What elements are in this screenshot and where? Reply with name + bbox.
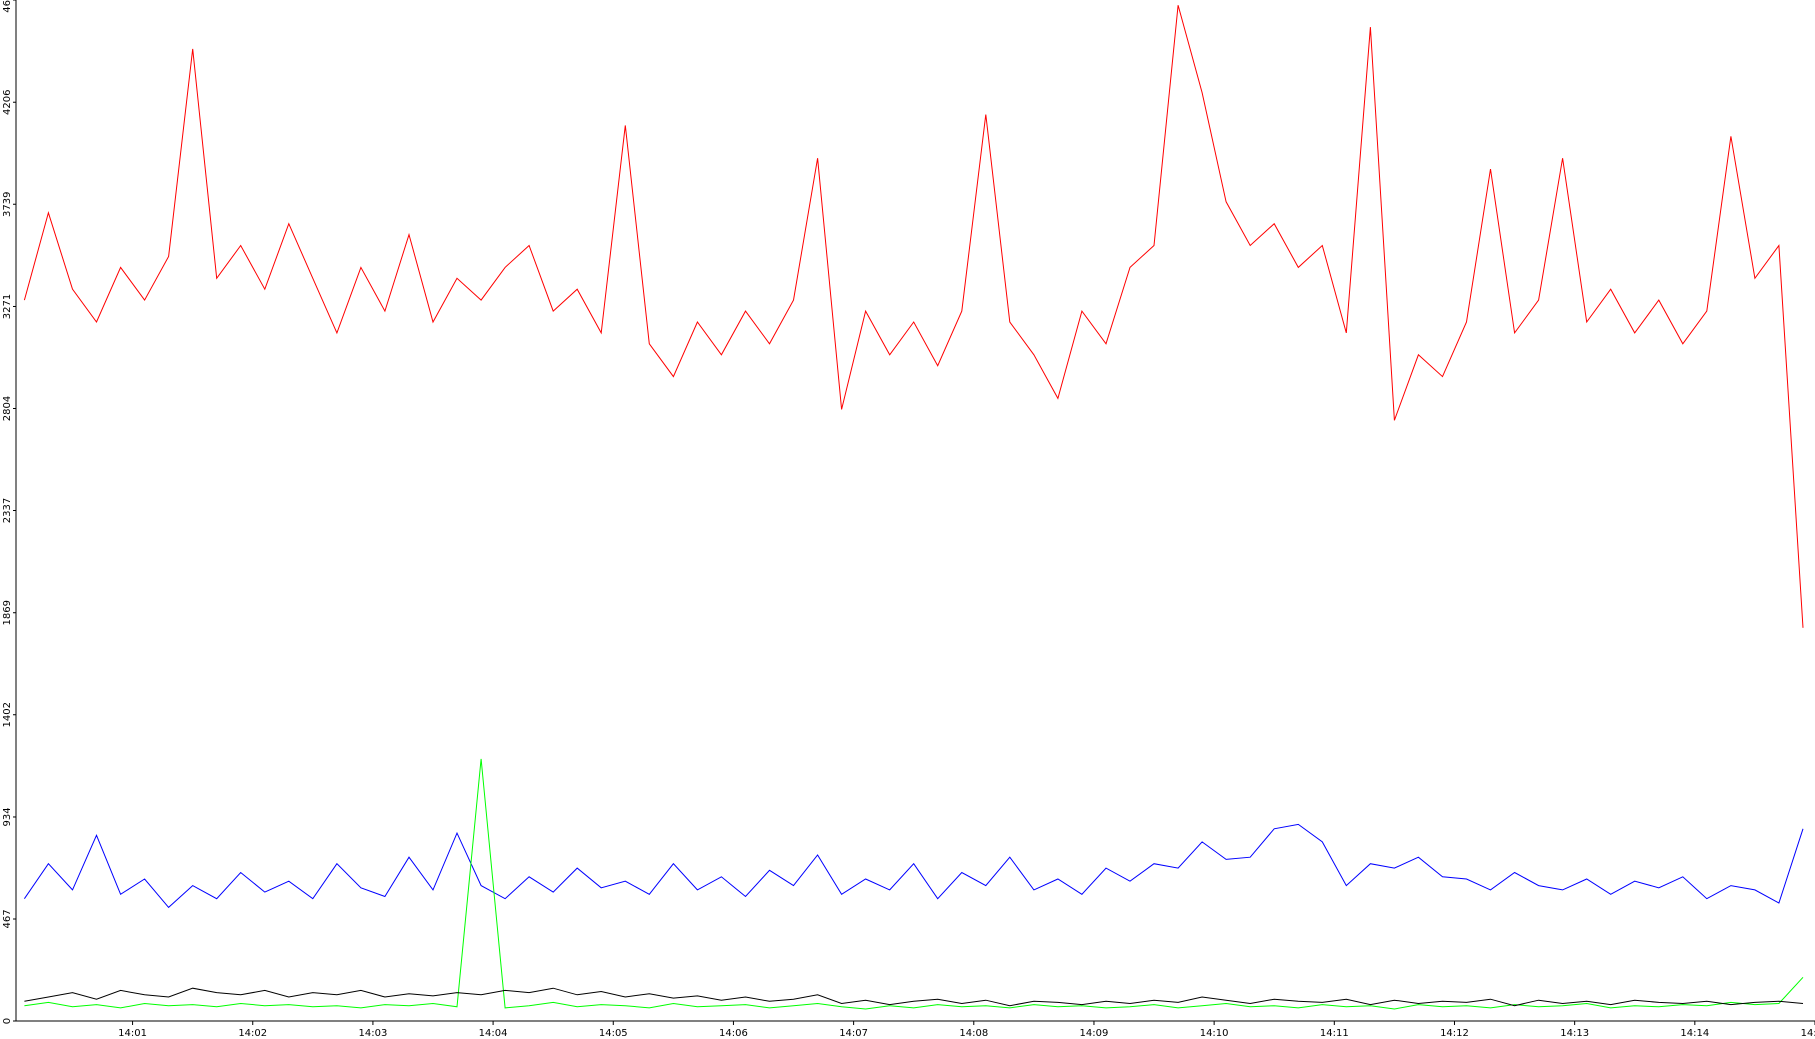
series-line	[23, 5, 1804, 628]
y-tick-label: 0	[2, 1018, 13, 1024]
series-line	[24, 987, 1804, 1007]
y-tick-label: 2337	[2, 498, 13, 523]
x-tick-label: 14:05	[599, 1028, 628, 1039]
y-tick-label: 3739	[2, 192, 13, 217]
y-tick-label: 3271	[2, 294, 13, 319]
y-tick-label: 1869	[2, 600, 13, 625]
x-tick-label: 14:04	[479, 1028, 508, 1039]
series-line	[23, 823, 1804, 909]
x-tick-label: 14:07	[839, 1028, 868, 1039]
y-tick-label: 4206	[2, 90, 13, 115]
y-tick-label: 934	[2, 807, 13, 826]
x-tick-label: 14:01	[118, 1028, 147, 1039]
x-tick-label: 14:10	[1200, 1028, 1229, 1039]
x-tick-label: 14:03	[359, 1028, 388, 1039]
y-tick-label: 467	[2, 909, 13, 928]
y-tick-label: 1402	[2, 702, 13, 727]
x-tick-label: 14:14	[1680, 1028, 1709, 1039]
x-tick-label: 14:12	[1440, 1028, 1469, 1039]
x-tick-label: 14:13	[1560, 1028, 1589, 1039]
x-tick-label: 14:11	[1320, 1028, 1349, 1039]
x-tick-label: 14:08	[959, 1028, 988, 1039]
series-line	[24, 758, 1804, 1010]
y-tick-label: 2804	[2, 396, 13, 421]
x-tick-label: 14:06	[719, 1028, 748, 1039]
x-tick-label: 14:09	[1080, 1028, 1109, 1039]
x-tick-label: 14:02	[238, 1028, 267, 1039]
y-tick-label: 4674	[2, 0, 13, 13]
x-tick-label: 14:15	[1801, 1028, 1815, 1039]
